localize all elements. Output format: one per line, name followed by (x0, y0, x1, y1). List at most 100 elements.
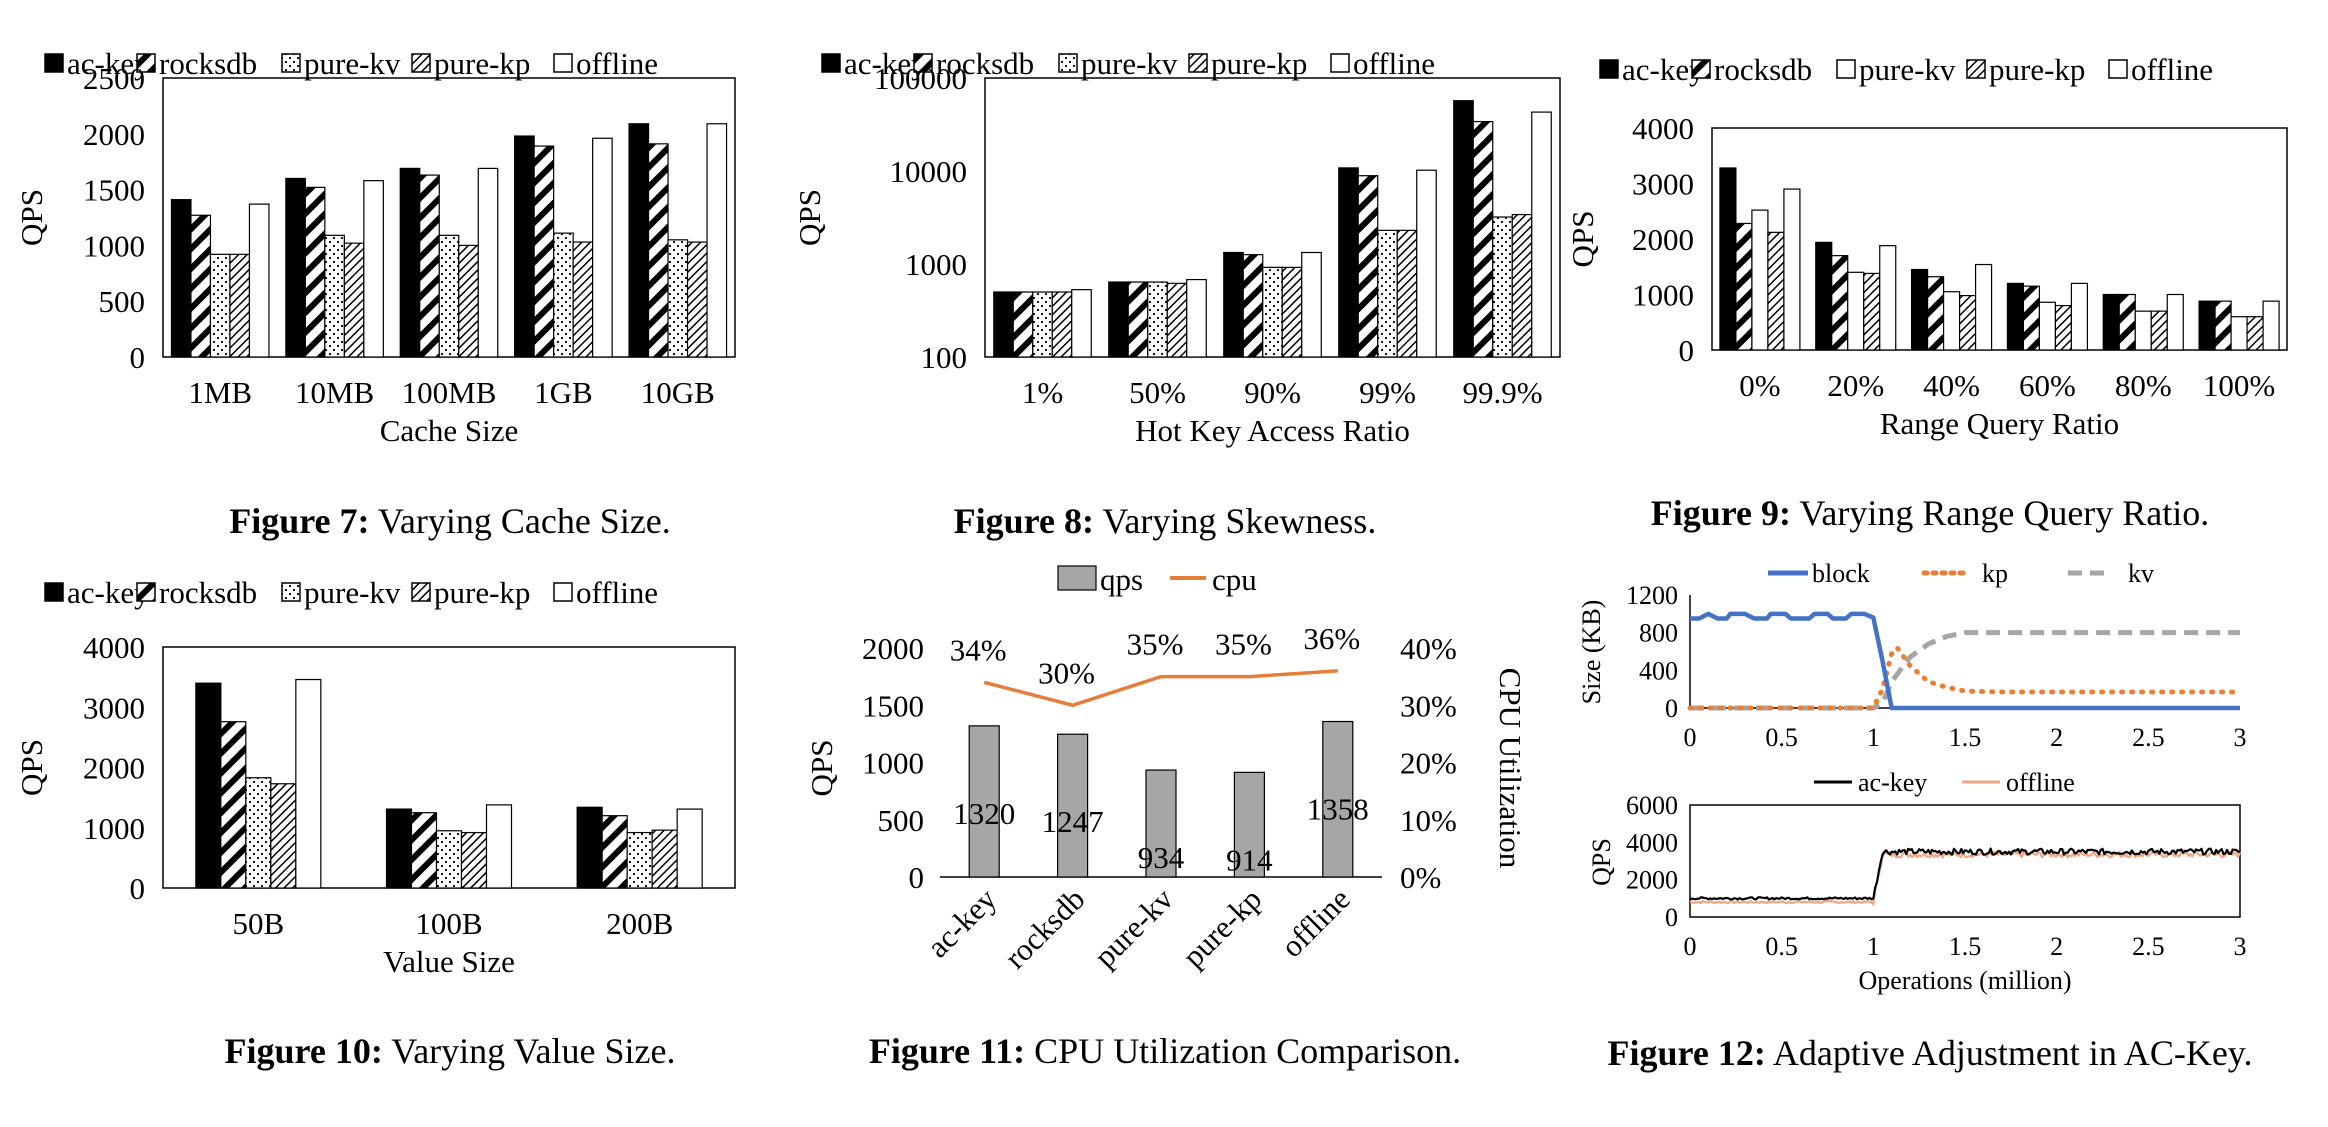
caption-fig8-label: Figure 8: (953, 501, 1094, 541)
fig8-bar-pure-kv-99% (1377, 229, 1398, 358)
caption-fig11: Figure 11: CPU Utilization Comparison. (780, 1030, 1550, 1072)
fig7-legend-swatch-rocksdb (136, 53, 156, 73)
fig12a-ytick-label: 400 (1639, 656, 1678, 685)
fig10-xtick-label: 50B (232, 906, 284, 941)
caption-fig7: Figure 7: Varying Cache Size. (20, 500, 880, 542)
fig10-bar-ac-key-200B (576, 806, 603, 889)
caption-fig12: Figure 12: Adaptive Adjustment in AC-Key… (1530, 1032, 2328, 1074)
fig7-bar-pure-kp-1GB (572, 241, 594, 358)
fig12a-line-block (1690, 611, 2240, 711)
fig8-bar-rocksdb-50% (1127, 281, 1149, 358)
fig7-legend-pure-kv: pure-kv (304, 46, 401, 81)
fig9-legend-swatch-rocksdb (1691, 59, 1711, 79)
fig7-bar-offline-100MB (477, 167, 499, 358)
caption-fig9-text: Varying Range Query Ratio. (1799, 493, 2210, 533)
fig11-data-label-cpu: 35% (1215, 627, 1272, 662)
fig7-ytick-label: 1500 (83, 173, 145, 208)
fig11-xtick-label: offline (1274, 881, 1357, 964)
fig7-bar-ac-key-100MB (399, 167, 421, 358)
fig12b-ytick-label: 2000 (1626, 866, 1678, 895)
fig12b-xtick-label: 1.5 (1949, 932, 1982, 961)
fig10-legend-rocksdb: rocksdb (159, 575, 257, 610)
fig12a-ytick-label: 800 (1639, 619, 1678, 648)
fig11-y2tick-label: 20% (1400, 746, 1457, 781)
fig9-bar-pure-kv-40% (1942, 291, 1961, 351)
fig12b-xtick-label: 1 (1867, 932, 1880, 961)
fig7-legend-rocksdb: rocksdb (159, 46, 257, 81)
fig8-ytick-label: 10000 (890, 154, 968, 189)
fig12b-xtick-label: 2.5 (2132, 932, 2165, 961)
fig11-ytick-label: 2000 (862, 631, 924, 666)
fig9-bar-pure-kv-60% (2038, 301, 2057, 351)
fig8-bar-offline-50% (1186, 278, 1207, 358)
fig8-bar-pure-kp-90% (1281, 266, 1303, 358)
fig7-bar-pure-kp-100MB (458, 244, 479, 358)
caption-fig12-label: Figure 12: (1607, 1033, 1766, 1073)
fig12b-xtick-label: 2 (2050, 932, 2063, 961)
fig12a-xtick-label: 0.5 (1765, 723, 1798, 752)
fig11-xtick-label: pure-kp (1175, 881, 1268, 974)
fig8-bar-offline-99.9% (1531, 111, 1552, 358)
fig10-bar-offline-50B (295, 678, 322, 889)
fig8-bar-rocksdb-1% (1012, 291, 1034, 358)
fig11-y2label: CPU Utilization (1493, 668, 1528, 869)
fig8-bar-offline-99% (1416, 169, 1437, 358)
fig11-xtick-label: rocksdb (997, 881, 1091, 975)
fig12b-line-offline (1689, 850, 2242, 906)
fig8-ylabel: QPS (792, 189, 827, 246)
fig11-legend-qps: qps (1100, 562, 1143, 597)
fig7-bar-pure-kv-100MB (438, 234, 460, 358)
fig10-bar-rocksdb-50B (220, 721, 247, 889)
fig11-data-label-cpu: 34% (950, 632, 1007, 667)
fig9-legend-offline: offline (2131, 52, 2213, 87)
fig9-xtick-label: 20% (1827, 368, 1884, 403)
fig12b-xtick-label: 0 (1684, 932, 1697, 961)
caption-fig9: Figure 9: Varying Range Query Ratio. (1530, 492, 2328, 534)
fig11-data-label-qps: 934 (1138, 840, 1185, 875)
fig10-bar-offline-100B (485, 804, 513, 889)
fig10-legend-swatch-pure-kp (411, 582, 431, 602)
fig8-legend-swatch-rocksdb (913, 53, 933, 73)
fig7-bar-rocksdb-10MB (304, 186, 326, 358)
fig8-xlabel: Hot Key Access Ratio (1135, 413, 1410, 448)
fig11-legend-cpu: cpu (1212, 562, 1257, 597)
fig8-legend-offline: offline (1353, 46, 1435, 81)
fig10-xtick-label: 100B (415, 906, 482, 941)
fig9-bar-pure-kp-100% (2246, 316, 2264, 351)
fig9-bar-rocksdb-20% (1831, 255, 1849, 351)
fig7-xtick-label: 100MB (402, 375, 497, 410)
fig7-legend-swatch-offline (553, 53, 573, 73)
fig10-legend-swatch-offline (553, 582, 573, 602)
fig9-bar-pure-kv-0% (1751, 209, 1769, 351)
fig9-legend-pure-kp: pure-kp (1989, 52, 2085, 87)
fig10-legend-swatch-pure-kv (281, 582, 301, 602)
fig12b-plot-frame (1689, 804, 2241, 918)
fig7-bar-ac-key-1GB (514, 135, 535, 358)
fig10-bar-ac-key-50B (195, 682, 222, 889)
fig8-bar-ac-key-50% (1108, 281, 1129, 358)
fig7-ytick-label: 1000 (83, 228, 145, 263)
fig7-bar-ac-key-1MB (170, 199, 192, 358)
fig9-bar-offline-0% (1783, 188, 1801, 351)
fig10-legend-pure-kv: pure-kv (304, 575, 401, 610)
fig7-xtick-label: 10MB (295, 375, 374, 410)
fig11-y2tick-label: 40% (1400, 631, 1457, 666)
fig9-legend-swatch-pure-kp (1966, 59, 1986, 79)
fig11-xtick-label: pure-kv (1087, 881, 1180, 974)
fig12b-legend-offline: offline (2006, 768, 2075, 797)
fig12b-ytick-label: 0 (1665, 903, 1678, 932)
fig11-bar-qps-pure-kp (1233, 771, 1266, 878)
caption-fig11-text: CPU Utilization Comparison. (1034, 1031, 1462, 1071)
fig12a-xtick-label: 1 (1867, 723, 1880, 752)
fig9-legend-rocksdb: rocksdb (1714, 52, 1812, 87)
fig7-legend-swatch-pure-kv (281, 53, 301, 73)
fig8-xtick-label: 1% (1022, 375, 1063, 410)
fig9-bar-pure-kp-60% (2054, 305, 2073, 351)
fig7-bar-pure-kp-1MB (229, 253, 251, 358)
fig10-bar-pure-kp-100B (460, 831, 488, 889)
fig10-ytick-label: 2000 (83, 751, 145, 786)
fig7-bar-pure-kv-10MB (324, 234, 345, 358)
fig8-bar-rocksdb-99.9% (1472, 120, 1494, 358)
fig12b-legend-ac-key: ac-key (1858, 768, 1927, 797)
